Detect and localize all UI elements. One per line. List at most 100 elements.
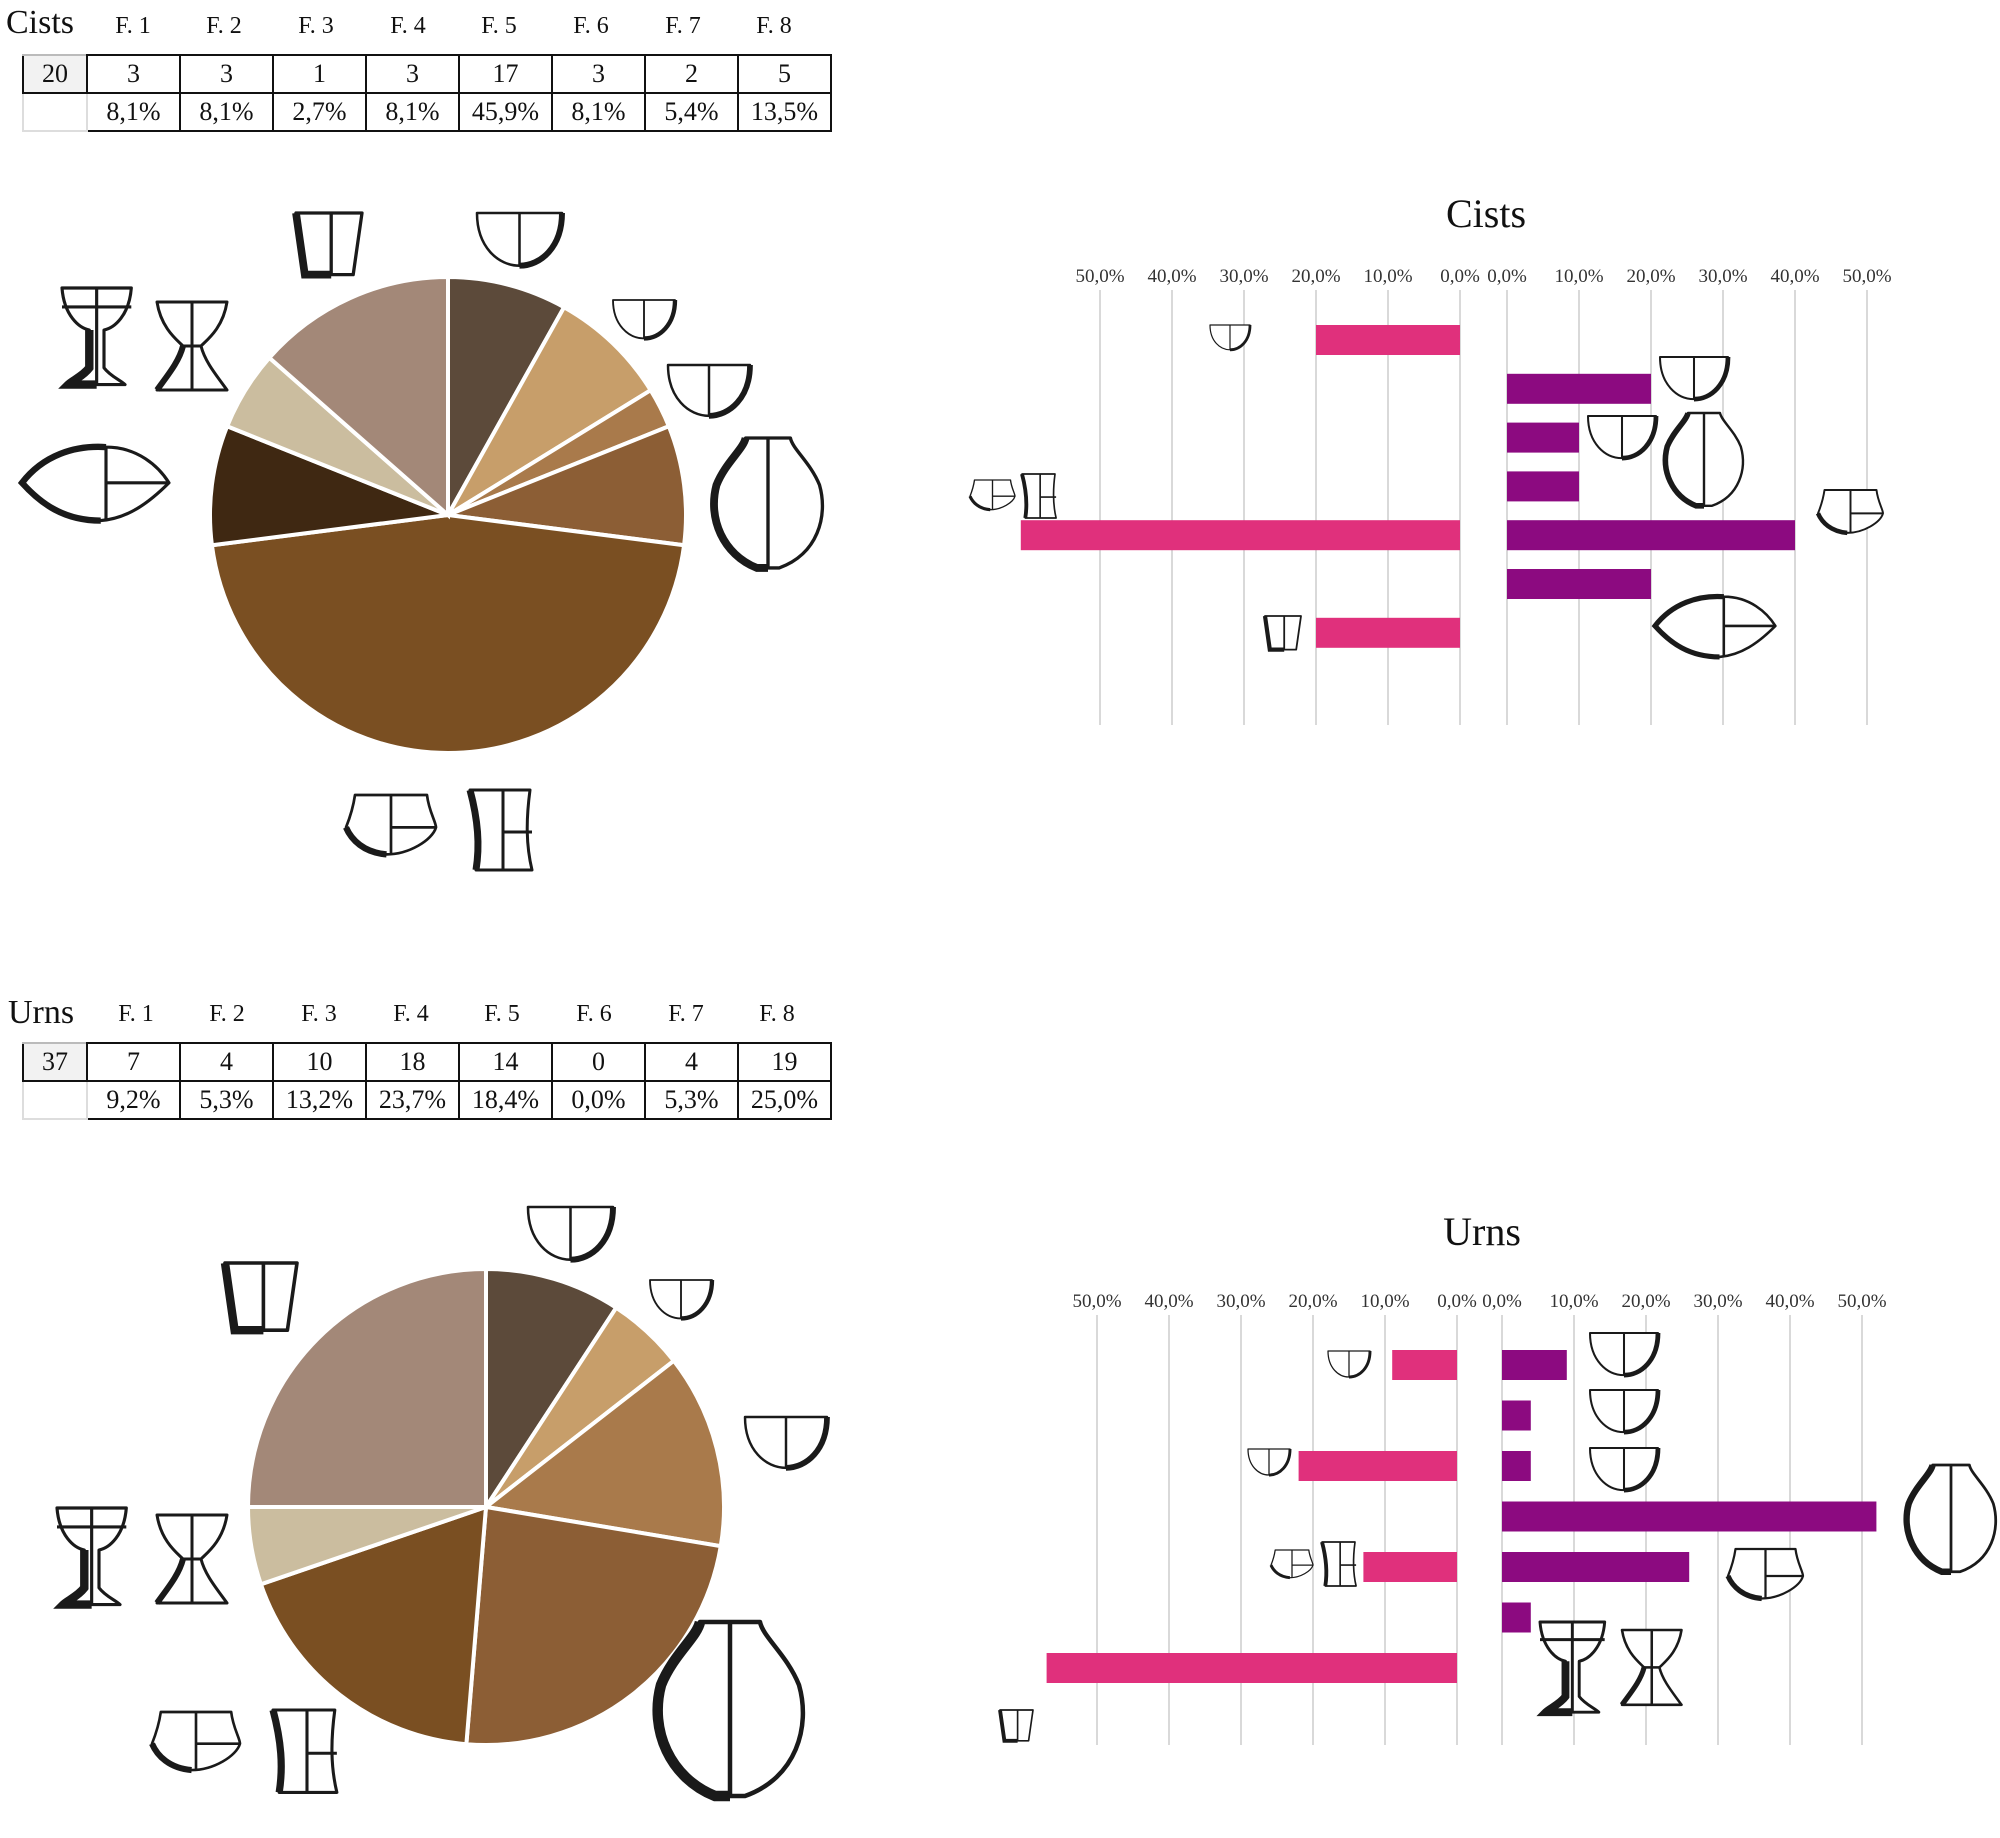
header-f6: F. 6 xyxy=(576,1001,612,1027)
table-row-counts: 20 3 3 1 3 17 3 2 5 xyxy=(22,54,832,94)
bar-right xyxy=(1507,422,1579,453)
bar-left xyxy=(1046,1653,1457,1683)
bowl-vessel-icon xyxy=(666,363,753,419)
pie-slice-f8 xyxy=(245,1266,488,1509)
tick-label-left: 20,0% xyxy=(1291,266,1340,287)
count-cell-f2: 3 xyxy=(179,54,274,94)
header-f4: F. 4 xyxy=(390,13,426,39)
table-row-percents: 8,1% 8,1% 2,7% 8,1% 45,9% 8,1% 5,4% 13,5… xyxy=(22,92,832,132)
bar-right xyxy=(1507,569,1651,599)
header-f8: F. 8 xyxy=(759,1001,795,1027)
section-label-cists: Cists xyxy=(6,4,75,41)
tick-label-left: 20,0% xyxy=(1288,1291,1337,1312)
percent-cell-f8: 13,5% xyxy=(737,92,832,132)
tick-label-right: 50,0% xyxy=(1837,1291,1886,1312)
bowl-vessel-icon xyxy=(526,1205,616,1263)
beaker-vessel-icon xyxy=(1320,1541,1357,1587)
urns-count-table: 37 7 4 10 18 14 0 4 19 9,2% 5,3% 13,2% 2… xyxy=(22,1042,832,1120)
bowl-vessel-icon xyxy=(1588,1388,1661,1435)
cup-vessel-icon xyxy=(292,211,364,279)
count-cell-f4: 18 xyxy=(365,1042,460,1082)
count-cell-f6: 0 xyxy=(551,1042,646,1082)
tick-label-right: 30,0% xyxy=(1698,266,1747,287)
tick-label-right: 20,0% xyxy=(1621,1291,1670,1312)
bowl-vessel-icon xyxy=(743,1415,830,1471)
cists-pie-chart xyxy=(208,274,688,755)
count-cell-f1: 7 xyxy=(86,1042,181,1082)
tick-label-right: 10,0% xyxy=(1549,1291,1598,1312)
bar-right xyxy=(1502,1350,1567,1380)
lens-vessel-icon xyxy=(17,443,171,524)
bar-left xyxy=(1298,1451,1457,1481)
count-cell-f7: 4 xyxy=(644,1042,739,1082)
header-f7: F. 7 xyxy=(665,13,701,39)
percent-cell-f3: 13,2% xyxy=(272,1080,367,1120)
pie-slice-f8 xyxy=(266,274,450,520)
pie-slice-f3 xyxy=(481,1358,726,1549)
bowl-vessel-icon xyxy=(1658,355,1731,402)
table-row-percents: 9,2% 5,3% 13,2% 23,7% 18,4% 0,0% 5,3% 25… xyxy=(22,1080,832,1120)
carinated-vessel-icon xyxy=(149,1710,242,1774)
cup-vessel-icon xyxy=(998,1709,1034,1743)
cup-vessel-icon xyxy=(220,1261,299,1335)
bar-left xyxy=(1363,1552,1457,1582)
stemmed-cup-vessel-icon xyxy=(154,300,229,392)
count-cell-f2: 4 xyxy=(179,1042,274,1082)
header-f6: F. 6 xyxy=(573,13,609,39)
percent-cell-f1: 9,2% xyxy=(86,1080,181,1120)
cists-bar-chart-title: Cists xyxy=(1445,191,1527,236)
goblet-vessel-icon xyxy=(1536,1620,1607,1717)
pie-slice-f1 xyxy=(446,274,567,523)
header-f1: F. 1 xyxy=(115,13,151,39)
table-row-counts: 37 7 4 10 18 14 0 4 19 xyxy=(22,1042,832,1082)
percent-cell-f1: 8,1% xyxy=(86,92,181,132)
bowl-vessel-icon xyxy=(1327,1350,1372,1379)
count-cell-f1: 3 xyxy=(86,54,181,94)
header-f7: F. 7 xyxy=(668,1001,704,1027)
bowl-vessel-icon xyxy=(1247,1448,1292,1477)
pie-slice-f5 xyxy=(209,512,687,755)
stemmed-cup-vessel-icon xyxy=(1619,1628,1683,1707)
pie-slice-f4 xyxy=(440,423,688,548)
tick-label-left: 0,0% xyxy=(1440,266,1480,287)
lens-vessel-icon xyxy=(1651,593,1777,660)
bowl-vessel-icon xyxy=(1586,414,1659,461)
carinated-vessel-icon xyxy=(1725,1547,1805,1602)
header-f5: F. 5 xyxy=(484,1001,520,1027)
count-cell-f8: 19 xyxy=(737,1042,832,1082)
bar-right xyxy=(1502,1602,1531,1633)
tick-label-right: 30,0% xyxy=(1693,1291,1742,1312)
bar-left xyxy=(1316,617,1460,648)
count-cell-f3: 1 xyxy=(272,54,367,94)
beaker-vessel-icon xyxy=(269,1708,339,1794)
bar-right xyxy=(1507,520,1795,551)
bar-right xyxy=(1507,373,1651,404)
bar-right xyxy=(1507,471,1579,502)
bowl-vessel-icon xyxy=(1588,1331,1661,1378)
pie-slice-f1 xyxy=(484,1266,619,1514)
header-f3: F. 3 xyxy=(298,13,334,39)
tick-label-right: 40,0% xyxy=(1765,1291,1814,1312)
bar-left xyxy=(1020,520,1460,551)
goblet-vessel-icon xyxy=(53,1506,128,1609)
header-f2: F. 2 xyxy=(209,1001,245,1027)
percent-cell-f6: 0,0% xyxy=(551,1080,646,1120)
carinated-vessel-icon xyxy=(1815,489,1884,536)
section-label-urns: Urns xyxy=(8,994,75,1031)
blank-cell xyxy=(22,92,88,132)
tick-label-right: 10,0% xyxy=(1554,266,1603,287)
bowl-vessel-icon xyxy=(612,299,678,341)
bowl-vessel-icon xyxy=(475,211,565,269)
percent-cell-f2: 5,3% xyxy=(179,1080,274,1120)
percent-cell-f3: 2,7% xyxy=(272,92,367,132)
header-f5: F. 5 xyxy=(481,13,517,39)
tick-label-left: 50,0% xyxy=(1075,266,1124,287)
globular-pot-vessel-icon xyxy=(710,436,825,572)
tick-label-left: 40,0% xyxy=(1147,266,1196,287)
tick-label-left: 0,0% xyxy=(1437,1291,1477,1312)
globular-pot-vessel-icon xyxy=(1903,1463,1998,1575)
percent-cell-f4: 8,1% xyxy=(365,92,460,132)
cists-count-table: 20 3 3 1 3 17 3 2 5 8,1% 8,1% 2,7% 8,1% … xyxy=(22,54,832,132)
percent-cell-f4: 23,7% xyxy=(365,1080,460,1120)
